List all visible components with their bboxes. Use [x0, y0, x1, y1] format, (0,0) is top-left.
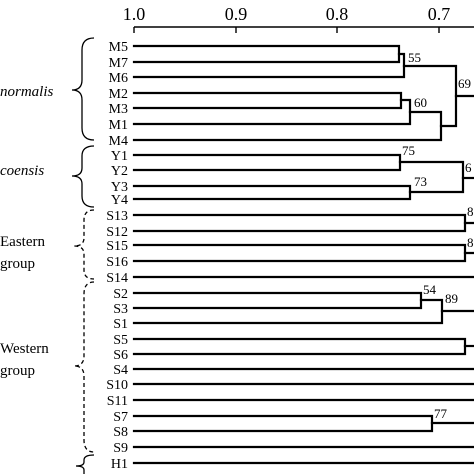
- leaf-label-s7: S7: [113, 410, 128, 425]
- leaf-label-m1: M1: [109, 118, 128, 133]
- branch-m5m7-m6: [132, 52, 406, 79]
- axis-tick-label: 1.0: [123, 4, 146, 24]
- leaf-label-s12: S12: [106, 225, 128, 240]
- support-value: 8: [467, 204, 474, 219]
- leaf-label-m7: M7: [109, 56, 128, 71]
- support-value: 60: [414, 95, 427, 110]
- leaf-label-s4: S4: [113, 363, 128, 378]
- leaf-labels: M5M7M6M2M3M1M4Y1Y2Y3Y4S13S12S15S16S14S2S…: [106, 40, 128, 472]
- leaf-label-y4: Y4: [111, 193, 128, 208]
- leaf-label-h1: H1: [111, 457, 128, 472]
- branch-eastern-out: [463, 221, 474, 255]
- leaf-label-y2: Y2: [111, 164, 128, 179]
- branch-m-root: [402, 64, 458, 128]
- leaf-label-m6: M6: [109, 71, 128, 86]
- leaf-label-y1: Y1: [111, 149, 128, 164]
- leaf-label-s16: S16: [106, 255, 128, 270]
- branch-s15-s16: [132, 243, 467, 263]
- group-label-eastern: Eastern: [0, 234, 45, 250]
- brace-coensis: [71, 145, 95, 208]
- support-values: 55 69 60 75 6 73 8 8 54 89 77: [402, 50, 474, 421]
- leaf-label-y3: Y3: [111, 180, 128, 195]
- axis-tick-label: 0.8: [326, 4, 349, 24]
- brace-western: [73, 281, 95, 453]
- similarity-axis: 1.0 0.9 0.8 0.7: [123, 4, 474, 33]
- group-label-western-2: group: [0, 363, 35, 379]
- leaf-label-s3: S3: [113, 302, 128, 317]
- tree-branches: [132, 44, 474, 465]
- leaf-label-m4: M4: [109, 134, 128, 149]
- group-label-western: Western: [0, 341, 49, 357]
- support-value: 77: [434, 406, 448, 421]
- branch-s2s3-s1: [132, 298, 444, 325]
- brace-normalis: [71, 37, 95, 141]
- branch-s13-s12: [132, 213, 467, 233]
- brace-outgroup: [75, 454, 95, 474]
- support-value: 69: [458, 76, 471, 91]
- branch-m5-m7: [132, 44, 401, 64]
- support-value: 73: [414, 174, 427, 189]
- support-value: 89: [445, 291, 458, 306]
- support-value: 8: [467, 235, 474, 250]
- branch-m2m3-m1: [132, 98, 412, 126]
- leaf-label-s14: S14: [106, 271, 128, 286]
- leaf-label-s5: S5: [113, 333, 128, 348]
- branch-m2-m3: [132, 91, 403, 110]
- leaf-label-m5: M5: [109, 40, 128, 55]
- leaf-label-m3: M3: [109, 102, 128, 117]
- support-value: 55: [408, 50, 421, 65]
- branch-s5-s6: [132, 337, 467, 356]
- group-label-normalis: normalis: [0, 84, 54, 100]
- leaf-label-s11: S11: [107, 394, 128, 409]
- support-value: 6: [465, 160, 472, 175]
- leaf-label-s9: S9: [113, 441, 128, 456]
- branch-s7-s8: [132, 414, 434, 433]
- branch-m2m3m1-m4: [132, 110, 443, 142]
- branch-s2-s3: [132, 291, 423, 310]
- leaf-label-s15: S15: [106, 239, 128, 254]
- axis-tick-label: 0.7: [428, 4, 451, 24]
- leaf-label-s1: S1: [113, 317, 128, 332]
- brace-eastern: [73, 209, 95, 280]
- leaf-label-m2: M2: [109, 87, 128, 102]
- branch-y1-y2: [132, 153, 402, 172]
- group-braces: [71, 37, 95, 474]
- axis-tick-label: 0.9: [225, 4, 248, 24]
- support-value: 54: [423, 282, 437, 297]
- group-label-coensis: coensis: [0, 163, 44, 179]
- leaf-label-s8: S8: [113, 425, 128, 440]
- group-labels: normalis coensis Eastern group Western g…: [0, 84, 54, 379]
- support-value: 75: [402, 143, 415, 158]
- group-label-eastern-2: group: [0, 256, 35, 272]
- leaf-label-s6: S6: [113, 348, 128, 363]
- leaf-label-s10: S10: [106, 378, 128, 393]
- leaf-label-s2: S2: [113, 287, 128, 302]
- branch-y3-y4: [132, 184, 412, 201]
- leaf-label-s13: S13: [106, 209, 128, 224]
